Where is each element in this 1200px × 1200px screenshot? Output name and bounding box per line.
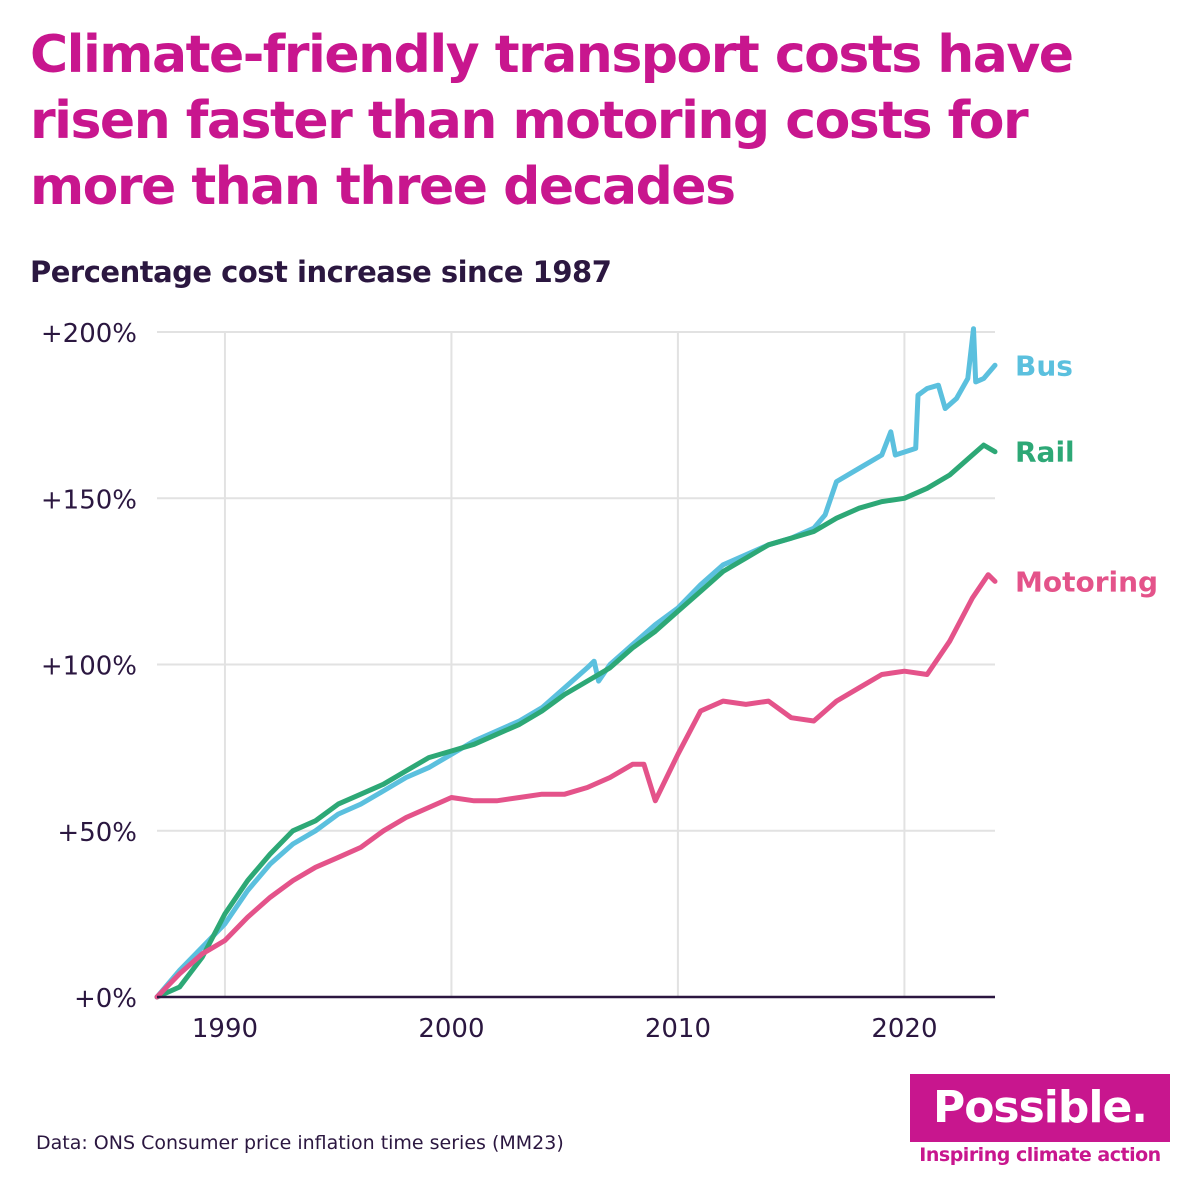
motoring-series-line bbox=[154, 572, 998, 1000]
y-tick-label: +150% bbox=[41, 485, 137, 515]
motoring-series-label: Motoring bbox=[1015, 565, 1158, 598]
bus-series-label: Bus bbox=[1015, 349, 1073, 382]
rail-series-label: Rail bbox=[1015, 436, 1075, 469]
y-tick-label: +50% bbox=[57, 818, 137, 848]
bus-series-line bbox=[154, 326, 998, 1000]
rail-series-line bbox=[154, 442, 998, 1000]
x-tick-label: 2010 bbox=[645, 1014, 711, 1044]
chart-subtitle: Percentage cost increase since 1987 bbox=[30, 255, 612, 289]
logo-tagline: Inspiring climate action bbox=[919, 1144, 1161, 1166]
y-tick-label: +100% bbox=[41, 652, 137, 682]
data-source-note: Data: ONS Consumer price inflation time … bbox=[36, 1132, 564, 1154]
x-tick-label: 2020 bbox=[871, 1014, 937, 1044]
page-title: Climate-friendly transport costs have ri… bbox=[30, 25, 1074, 217]
possible-logo: Possible. bbox=[910, 1074, 1170, 1142]
y-tick-label: +200% bbox=[41, 319, 137, 349]
x-tick-label: 1990 bbox=[192, 1014, 258, 1044]
x-tick-label: 2000 bbox=[418, 1014, 484, 1044]
y-tick-label: +0% bbox=[74, 984, 137, 1014]
